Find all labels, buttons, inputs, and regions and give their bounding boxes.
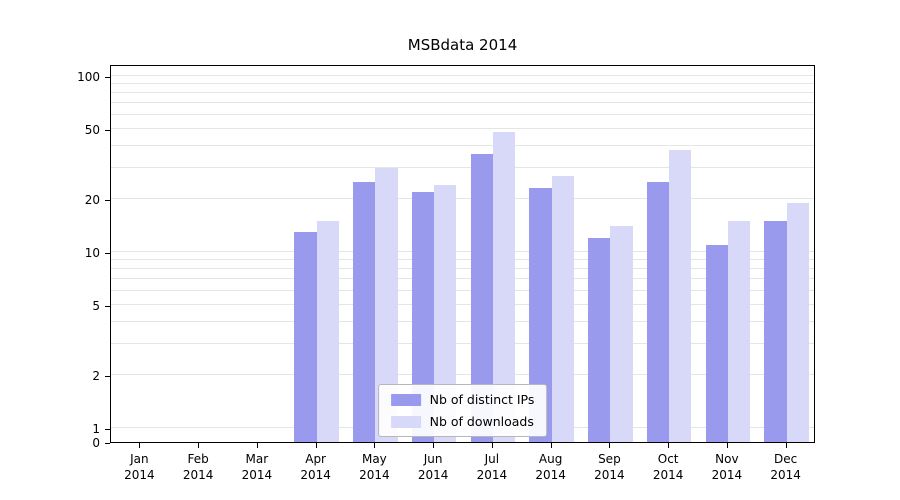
y-tick-label-5: 5 — [92, 298, 100, 313]
bar-distinct-ips-may — [353, 181, 376, 442]
x-tick-mark-mar — [256, 443, 258, 448]
bar-distinct-ips-sep — [588, 238, 611, 442]
y-tick-mark-100 — [105, 77, 110, 78]
x-tick-label-may: May 2014 — [359, 452, 390, 482]
gridline-80 — [111, 92, 814, 94]
chart-title: MSBdata 2014 — [407, 36, 518, 54]
bar-distinct-ips-oct — [646, 181, 670, 442]
gridline-9 — [111, 259, 814, 261]
x-tick-label-dec: Dec 2014 — [770, 452, 801, 482]
gridline-70 — [111, 102, 814, 104]
bar-distinct-ips-jun — [411, 191, 435, 442]
gridline-10 — [111, 251, 814, 252]
gridline-5 — [111, 303, 814, 305]
gridline-60 — [111, 114, 814, 116]
gridline-90 — [111, 83, 814, 85]
x-tick-mark-may — [374, 443, 376, 448]
gridline-7 — [111, 278, 814, 280]
legend: Nb of distinct IPs Nb of downloads — [377, 384, 548, 437]
gridline-4 — [111, 321, 814, 323]
bar-downloads-jun — [434, 185, 457, 442]
bar-downloads-nov — [727, 221, 751, 442]
bar-distinct-ips-apr — [294, 231, 317, 442]
y-tick-label-2: 2 — [92, 369, 100, 384]
y-tick-mark-50 — [105, 129, 110, 131]
x-tick-label-aug: Aug 2014 — [535, 452, 566, 482]
y-tick-mark-10 — [105, 253, 110, 254]
gridline-50 — [111, 127, 814, 129]
x-tick-mark-jul — [491, 443, 493, 448]
legend-label-downloads: Nb of downloads — [429, 414, 534, 429]
x-tick-label-mar: Mar 2014 — [241, 452, 273, 482]
x-tick-mark-jan — [139, 443, 141, 448]
x-tick-mark-sep — [609, 443, 611, 448]
bar-downloads-dec — [786, 202, 809, 442]
legend-swatch-distinct-ips — [390, 393, 421, 406]
y-tick-label-1: 1 — [92, 422, 100, 436]
bar-downloads-may — [375, 168, 398, 442]
gridline-6 — [111, 290, 814, 292]
bar-downloads-aug — [551, 176, 574, 442]
y-tick-mark-5 — [105, 305, 110, 307]
x-tick-label-jun: Jun 2014 — [417, 452, 449, 482]
gridline-40 — [111, 145, 814, 147]
gridline-8 — [111, 268, 814, 270]
y-tick-mark-2 — [105, 376, 110, 378]
x-tick-label-feb: Feb 2014 — [182, 452, 214, 482]
x-tick-mark-dec — [785, 443, 787, 448]
x-tick-mark-oct — [668, 443, 670, 448]
gridline-20 — [111, 198, 814, 200]
x-tick-mark-apr — [315, 443, 317, 448]
x-tick-label-jul: Jul 2014 — [476, 452, 508, 482]
x-tick-label-apr: Apr 2014 — [300, 452, 331, 482]
y-tick-label-50: 50 — [84, 122, 100, 137]
x-tick-label-oct: Oct 2014 — [652, 452, 684, 482]
y-tick-label-100: 100 — [77, 70, 100, 84]
bar-downloads-apr — [316, 221, 339, 442]
legend-item-downloads: Nb of downloads — [390, 414, 535, 429]
y-tick-label-10: 10 — [84, 246, 100, 260]
gridline-100 — [111, 75, 814, 76]
gridline-30 — [111, 167, 814, 169]
y-tick-label-20: 20 — [84, 193, 100, 208]
legend-item-distinct-ips: Nb of distinct IPs — [390, 392, 535, 407]
x-tick-mark-feb — [198, 443, 200, 448]
y-tick-label-0: 0 — [92, 436, 100, 450]
legend-label-distinct-ips: Nb of distinct IPs — [429, 392, 535, 407]
bar-distinct-ips-aug — [529, 188, 552, 442]
gridline-3 — [111, 343, 814, 345]
bar-distinct-ips-nov — [705, 244, 728, 442]
bar-distinct-ips-jul — [470, 154, 493, 442]
bar-downloads-jul — [492, 132, 516, 442]
bar-downloads-sep — [610, 226, 633, 442]
x-tick-label-nov: Nov 2014 — [711, 452, 743, 482]
y-tick-mark-20 — [105, 200, 110, 202]
x-tick-label-jan: Jan 2014 — [124, 452, 155, 482]
bar-distinct-ips-dec — [764, 221, 787, 442]
gridline-2 — [111, 374, 814, 376]
bar-downloads-oct — [669, 149, 692, 442]
x-tick-mark-jun — [433, 443, 435, 448]
x-tick-mark-aug — [550, 443, 552, 448]
y-tick-mark-0 — [105, 443, 110, 444]
y-tick-mark-1 — [105, 429, 110, 430]
plot-area: Nb of distinct IPs Nb of downloads — [110, 65, 815, 443]
legend-swatch-downloads — [390, 415, 421, 428]
x-tick-label-sep: Sep 2014 — [594, 452, 625, 482]
x-tick-mark-nov — [726, 443, 728, 448]
